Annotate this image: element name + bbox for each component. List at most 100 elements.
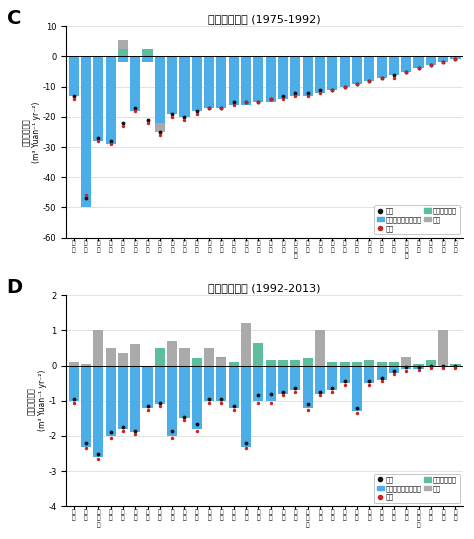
Y-axis label: 用水强度趋势
(m³ Yuan⁻¹ yr⁻²): 用水强度趋势 (m³ Yuan⁻¹ yr⁻²) [27, 370, 47, 431]
Bar [167, 57, 177, 114]
Bar [192, 365, 202, 429]
Bar [118, 57, 128, 63]
Y-axis label: 用水强度趋势
(m³ Yuan⁻¹ yr⁻²): 用水强度趋势 (m³ Yuan⁻¹ yr⁻²) [22, 101, 42, 163]
Bar [413, 57, 424, 68]
Bar [106, 365, 116, 436]
Bar [143, 57, 153, 63]
Bar [155, 57, 165, 123]
Bar [364, 57, 374, 81]
Bar [228, 365, 239, 408]
Bar [352, 57, 362, 84]
Bar [401, 357, 411, 365]
Bar [339, 57, 350, 87]
Bar [106, 57, 116, 144]
Bar [93, 57, 103, 141]
Bar [401, 365, 411, 369]
Bar [413, 364, 424, 365]
Bar [339, 362, 350, 365]
Bar [217, 357, 227, 365]
Bar [253, 365, 264, 401]
Bar [315, 360, 325, 365]
Bar [352, 365, 362, 411]
Bar [155, 365, 165, 404]
Bar [217, 365, 227, 401]
Bar [167, 350, 177, 365]
Bar [204, 348, 214, 365]
Bar [290, 365, 301, 390]
Bar [228, 57, 239, 105]
Bar [426, 365, 436, 367]
Bar [69, 362, 79, 365]
Bar [204, 365, 214, 401]
Bar [204, 57, 214, 108]
Bar [130, 57, 140, 111]
Bar [364, 360, 374, 365]
Bar [315, 330, 325, 365]
Bar [118, 365, 128, 429]
Bar [265, 360, 276, 365]
Bar [217, 358, 227, 365]
Bar [327, 365, 337, 390]
Bar [364, 365, 374, 383]
Bar [290, 360, 301, 365]
Bar [180, 357, 190, 365]
Bar [118, 353, 128, 365]
Bar [302, 358, 313, 365]
Bar [376, 365, 387, 379]
Bar [143, 365, 153, 408]
Bar [93, 330, 103, 365]
Bar [167, 365, 177, 436]
Bar [69, 362, 79, 365]
Bar [438, 57, 448, 63]
Bar [450, 365, 461, 367]
Bar [253, 343, 264, 365]
Bar [180, 348, 190, 365]
Bar [192, 57, 202, 111]
Bar [228, 362, 239, 365]
Bar [327, 362, 337, 365]
Bar [241, 57, 251, 105]
Bar [401, 57, 411, 72]
Bar [413, 365, 424, 369]
Bar [426, 57, 436, 65]
Bar [265, 365, 276, 401]
Bar [339, 365, 350, 383]
Bar [438, 330, 448, 365]
Bar [69, 57, 79, 96]
Title: 工业用水强度 (1975-1992): 工业用水强度 (1975-1992) [208, 14, 321, 24]
Bar [327, 57, 337, 89]
Bar [438, 361, 448, 365]
Bar [438, 365, 448, 367]
Bar [450, 364, 461, 365]
Bar [389, 57, 399, 74]
Text: D: D [7, 278, 23, 297]
Bar [450, 57, 461, 59]
Bar [81, 365, 91, 447]
Bar [401, 362, 411, 365]
Bar [118, 49, 128, 57]
Bar [93, 365, 103, 457]
Bar [302, 57, 313, 96]
Bar [315, 57, 325, 93]
Bar [130, 365, 140, 432]
Bar [265, 57, 276, 102]
Bar [278, 57, 288, 99]
Bar [241, 365, 251, 447]
Legend: 实测, 工业用水重复利用率, 模拟, 工业耗水比例, 其他: 实测, 工业用水重复利用率, 模拟, 工业耗水比例, 其他 [374, 205, 460, 234]
Bar [106, 348, 116, 365]
Bar [130, 344, 140, 365]
Bar [253, 57, 264, 102]
Bar [315, 365, 325, 393]
Bar [278, 360, 288, 365]
Bar [118, 40, 128, 49]
Bar [155, 348, 165, 365]
Bar [241, 323, 251, 365]
Bar [389, 365, 399, 372]
Bar [81, 57, 91, 208]
Text: C: C [7, 9, 21, 28]
Title: 工业用水强度 (1992-2013): 工业用水强度 (1992-2013) [208, 283, 321, 293]
Bar [217, 57, 227, 108]
Bar [352, 362, 362, 365]
Bar [180, 57, 190, 117]
Bar [290, 57, 301, 96]
